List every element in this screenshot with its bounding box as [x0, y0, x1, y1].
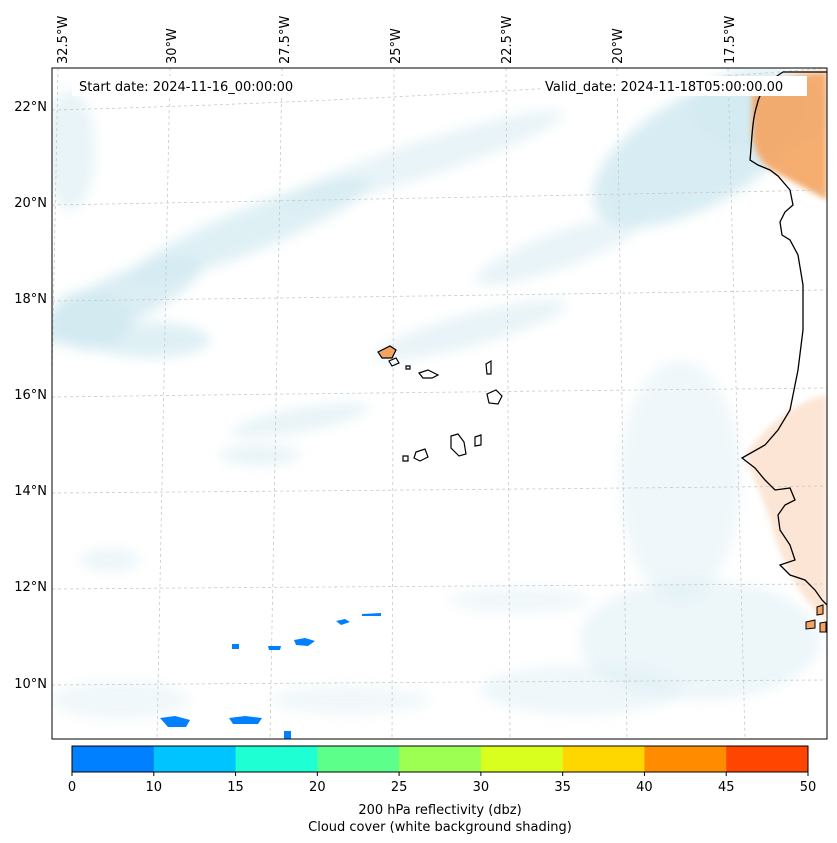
- echo: [284, 731, 291, 739]
- island-fogo: [413, 448, 429, 462]
- map-frame: [51, 67, 828, 740]
- island-sao-vicente: [388, 357, 400, 367]
- lon-label: 20°W: [611, 28, 626, 64]
- echo: [294, 638, 315, 646]
- colorbar-tick-label: 25: [391, 780, 408, 795]
- lon-label: 22.5°W: [500, 16, 515, 64]
- valid-date-label: Valid_date: 2024-11-18T05:00:00.00: [545, 80, 783, 95]
- lat-label: 10°N: [14, 677, 47, 692]
- echo: [232, 644, 239, 649]
- cloud-cover-shading: [52, 70, 827, 720]
- island-boa-vista: [486, 389, 503, 405]
- longitude-labels: 32.5°W 30°W 27.5°W 25°W 22.5°W 20°W 17.5…: [56, 16, 738, 64]
- lon-label: 30°W: [165, 28, 180, 64]
- island-santiago: [450, 433, 467, 457]
- lat-label: 14°N: [14, 484, 47, 499]
- colorbar-swatches: [72, 746, 809, 772]
- colorbar-tick-label: 0: [68, 780, 76, 795]
- colorbar-frame: [71, 745, 809, 773]
- colorbar-tick-label: 20: [309, 780, 326, 795]
- colorbar-tick-label: 35: [554, 780, 571, 795]
- colorbar-tick-label: 50: [800, 780, 817, 795]
- colorbar-swatch: [153, 746, 237, 772]
- colorbar-swatch: [399, 746, 482, 772]
- warm-shading: [745, 72, 827, 620]
- lat-label: 16°N: [14, 388, 47, 403]
- colorbar-tick-label: 45: [718, 780, 735, 795]
- colorbar-swatch: [726, 746, 809, 772]
- bijagos-islands: [805, 604, 827, 633]
- lat-label: 22°N: [14, 100, 47, 115]
- graticule: [52, 68, 827, 739]
- lon-label: 32.5°W: [56, 16, 71, 64]
- colorbar-swatch: [644, 746, 727, 772]
- island-maio: [474, 434, 482, 447]
- island-sal: [485, 359, 492, 375]
- lat-label: 20°N: [14, 196, 47, 211]
- island-santa-luzia: [405, 365, 411, 370]
- colorbar-label-line1: 200 hPa reflectivity (dbz): [358, 803, 521, 818]
- echo: [336, 619, 350, 625]
- colorbar: 0 10 15 20 25 30 35 40 45 50 200 hPa reflectivity…: [68, 745, 816, 835]
- lon-label: 25°W: [389, 28, 404, 64]
- island-santo-antao: [377, 345, 397, 359]
- african-coastline: [740, 71, 827, 606]
- colorbar-tick-label: 15: [227, 780, 244, 795]
- echo: [229, 716, 262, 724]
- start-date-box: Start date: 2024-11-16_00:00:00: [72, 76, 312, 96]
- lat-label: 18°N: [14, 292, 47, 307]
- colorbar-tick-label: 10: [146, 780, 163, 795]
- lon-label: 27.5°W: [278, 16, 293, 64]
- cape-verde-islands: [377, 345, 503, 462]
- colorbar-tick-label: 30: [473, 780, 490, 795]
- colorbar-ticks: 0 10 15 20 25 30 35 40 45 50: [68, 772, 816, 795]
- colorbar-swatch: [317, 746, 400, 772]
- island-brava: [402, 455, 409, 462]
- latitude-labels: 22°N 20°N 18°N 16°N 14°N 12°N 10°N: [14, 100, 47, 692]
- echo: [268, 646, 281, 650]
- echo: [160, 716, 190, 727]
- start-date-label: Start date: 2024-11-16_00:00:00: [79, 80, 293, 95]
- colorbar-swatch: [480, 746, 564, 772]
- lat-label: 12°N: [14, 580, 47, 595]
- echo: [362, 613, 381, 616]
- colorbar-swatch: [562, 746, 645, 772]
- valid-date-box: Valid_date: 2024-11-18T05:00:00.00: [540, 76, 807, 96]
- map-panel: [52, 68, 827, 739]
- colorbar-label-line2: Cloud cover (white background shading): [308, 820, 572, 835]
- colorbar-swatch: [235, 746, 318, 772]
- colorbar-tick-label: 40: [636, 780, 653, 795]
- island-sao-nicolau: [417, 369, 440, 379]
- reflectivity-echoes: [160, 613, 381, 739]
- colorbar-swatch: [72, 746, 155, 772]
- lon-label: 17.5°W: [723, 16, 738, 64]
